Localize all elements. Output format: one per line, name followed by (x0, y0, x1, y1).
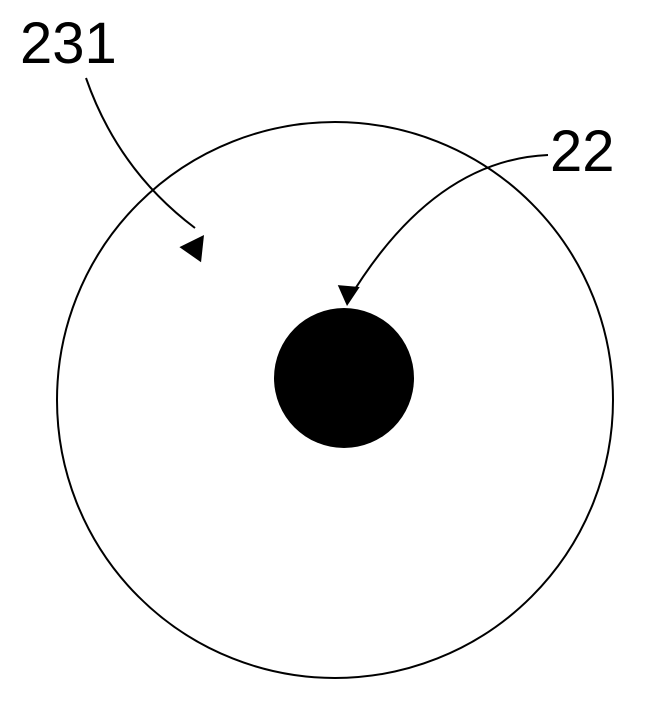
label-231: 231 (20, 10, 117, 77)
label-22: 22 (550, 118, 615, 185)
inner-circle (274, 308, 414, 448)
diagram-svg (0, 0, 667, 701)
leader-231 (86, 78, 195, 228)
leader-22 (347, 155, 548, 302)
arrow-22 (338, 285, 360, 306)
arrow-231 (179, 235, 204, 262)
schematic-diagram: 231 22 (0, 0, 667, 701)
